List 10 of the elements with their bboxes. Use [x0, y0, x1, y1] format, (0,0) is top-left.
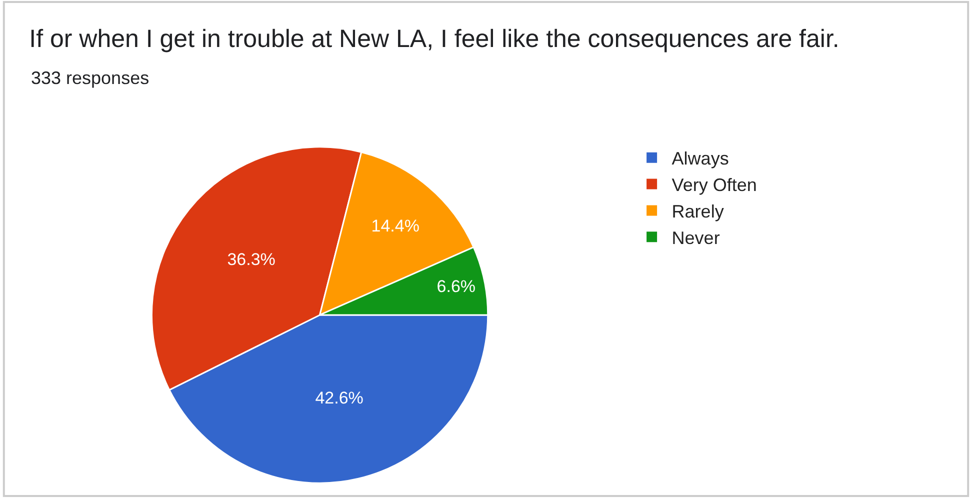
legend-label: Very Often [672, 175, 757, 196]
legend-label: Never [672, 228, 720, 248]
legend-label: Always [672, 148, 729, 169]
data-label: 42.6% [315, 388, 364, 408]
legend-label: Rarely [672, 201, 724, 222]
data-label: 14.4% [371, 216, 420, 236]
data-label: 6.6% [436, 276, 476, 296]
chart-title: If or when I get in trouble at New LA, I feel like the consequences are fair. [29, 24, 840, 53]
data-label: 36.3% [227, 250, 276, 270]
chart-subtitle: 333 responses [31, 68, 150, 88]
